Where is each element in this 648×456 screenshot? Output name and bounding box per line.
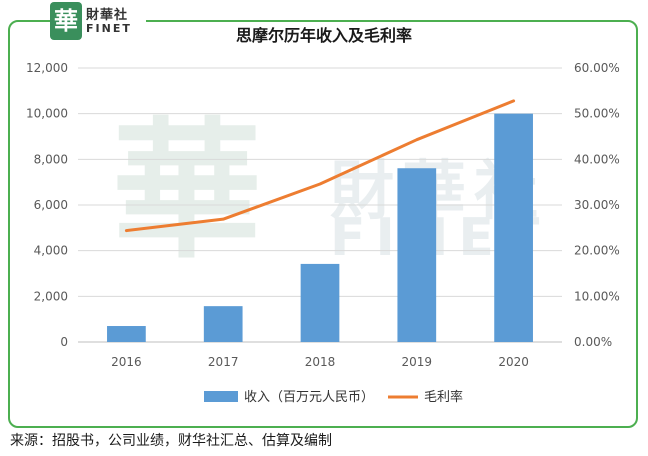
- right-axis-tick-label: 20.00%: [574, 244, 620, 258]
- right-axis-tick-label: 30.00%: [574, 198, 620, 212]
- revenue-bar: [107, 326, 146, 342]
- category-tick-label: 2016: [111, 355, 142, 369]
- left-axis-tick-label: 6,000: [34, 198, 68, 212]
- category-tick-label: 2017: [208, 355, 239, 369]
- margin-line: [124, 99, 516, 233]
- revenue-bar: [203, 306, 243, 342]
- revenue-bar: [494, 113, 533, 343]
- category-tick-label: 2020: [498, 355, 529, 369]
- source-note: 来源：招股书，公司业绩，财华社汇总、估算及编制: [10, 433, 332, 449]
- watermark-seal: 華: [112, 103, 263, 279]
- left-axis-tick-label: 8,000: [34, 152, 68, 166]
- legend-swatch-revenue: [204, 391, 238, 402]
- chart-title: 思摩尔历年收入及毛利率: [235, 26, 412, 45]
- chart-frame: [8, 20, 638, 428]
- logo-name-cn: 財華社: [86, 8, 129, 23]
- right-axis-tick-label: 10.00%: [574, 289, 620, 303]
- logo-seal-icon: 華: [50, 2, 82, 40]
- category-tick-label: 2019: [402, 355, 433, 369]
- revenue-margin-chart: 0 2,000 4,000 6,000 8,000 10,000 12,000 0.00% 1…: [26, 61, 620, 405]
- category-axis-ticks: 2016 2017 2018 2019 2020: [111, 355, 529, 369]
- legend-label-revenue: 收入（百万元人民币）: [244, 390, 374, 405]
- left-axis-tick-label: 0: [60, 335, 68, 349]
- right-axis-ticks: 0.00% 10.00% 20.00% 30.00% 40.00% 50.00% 60.00…: [574, 61, 620, 349]
- category-tick-label: 2018: [305, 355, 336, 369]
- left-axis-tick-label: 12,000: [26, 61, 68, 75]
- left-axis-tick-label: 4,000: [34, 244, 68, 258]
- right-axis-tick-label: 40.00%: [574, 152, 620, 166]
- margin-series-line: [124, 99, 516, 233]
- legend: 收入（百万元人民币） 毛利率: [204, 389, 463, 405]
- left-axis-ticks: 0 2,000 4,000 6,000 8,000 10,000 12,000: [26, 61, 68, 349]
- left-axis-tick-label: 10,000: [26, 107, 68, 121]
- right-axis-tick-label: 60.00%: [574, 61, 620, 75]
- logo-name-en: FINET: [86, 22, 132, 35]
- right-axis-tick-label: 0.00%: [574, 335, 612, 349]
- revenue-bar: [397, 168, 437, 342]
- revenue-bar: [300, 263, 340, 342]
- legend-label-margin: 毛利率: [424, 389, 463, 405]
- right-axis-tick-label: 50.00%: [574, 107, 620, 121]
- revenue-bars: [107, 113, 533, 343]
- finet-logo: 華 財華社 FINET: [50, 2, 146, 42]
- left-axis-tick-label: 2,000: [34, 289, 68, 303]
